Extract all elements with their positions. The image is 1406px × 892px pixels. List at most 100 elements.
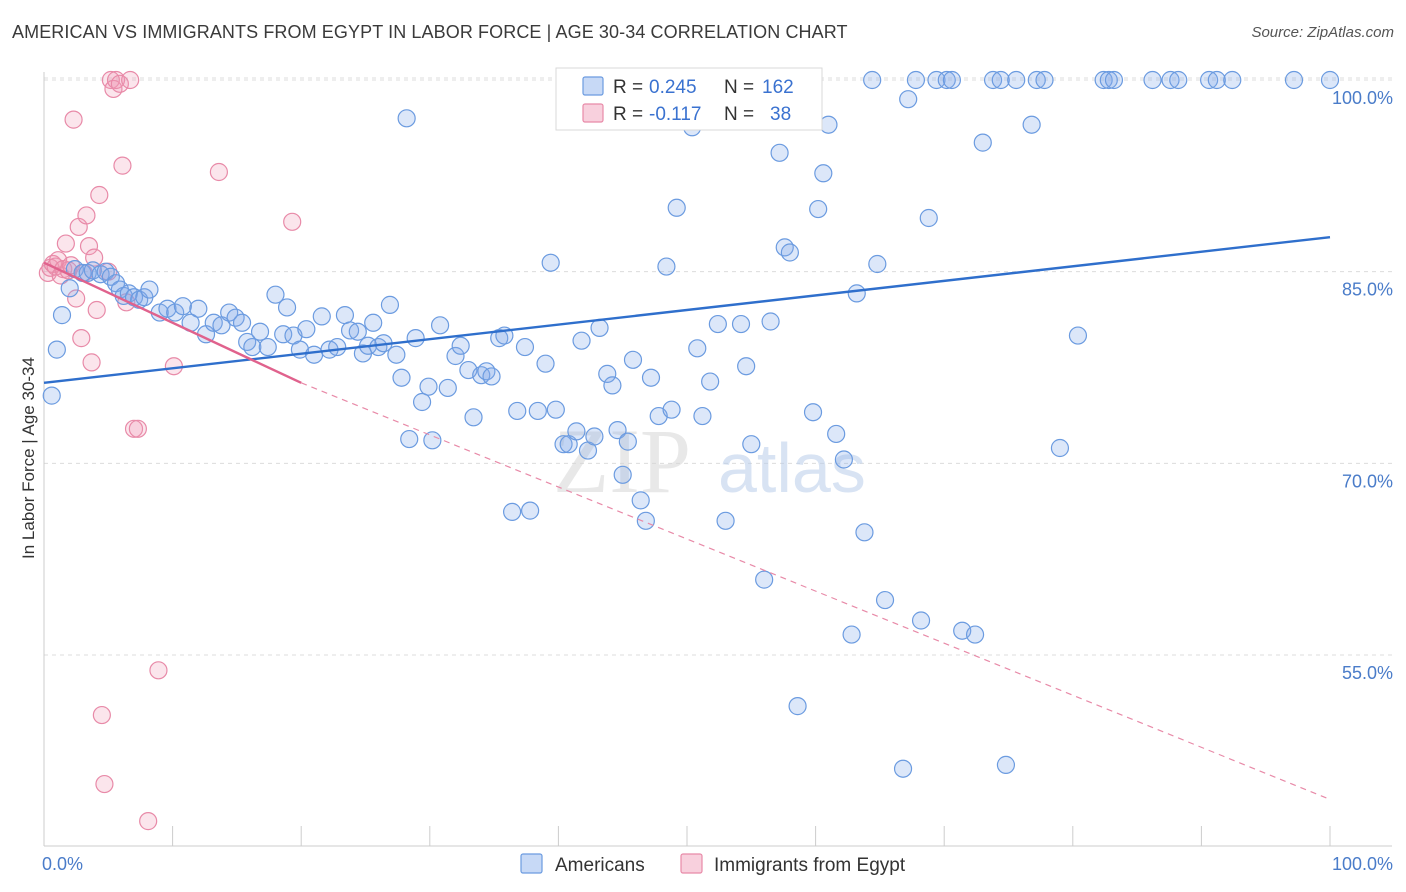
gridlines — [44, 77, 1392, 656]
americans-point-121 — [819, 115, 838, 134]
y-tick-label-55: 55.0% — [1342, 663, 1393, 683]
americans-point-64 — [451, 336, 470, 355]
y-tick-labels: 55.0% 70.0% 85.0% 100.0% — [1332, 88, 1393, 683]
americans-point-125 — [847, 284, 866, 303]
americans-point-77 — [536, 354, 555, 373]
y-tick-label-70: 70.0% — [1342, 471, 1393, 491]
americans-trend-line — [43, 235, 1331, 385]
americans-point-59 — [419, 377, 438, 396]
egypt-point-28 — [113, 156, 132, 175]
egypt-trend-line — [43, 261, 302, 384]
americans-point-87 — [598, 364, 617, 383]
americans-point-156 — [1200, 70, 1219, 90]
americans-point-116 — [788, 697, 807, 716]
egypt-point-21 — [92, 705, 111, 725]
americans-point-120 — [814, 164, 833, 183]
americans-point-50 — [364, 313, 383, 332]
americans-point-3 — [60, 279, 79, 298]
legend-label-egypt: Immigrants from Egypt — [714, 855, 906, 876]
source-label: Source: ZipAtlas.com — [1251, 24, 1394, 41]
egypt-point-7 — [56, 234, 75, 253]
egypt-point-31 — [124, 419, 144, 438]
americans-point-34 — [258, 337, 277, 357]
egypt-point-15 — [77, 206, 96, 225]
y-axis-label: In Labor Force | Age 30-34 — [19, 357, 38, 559]
egypt-point-16 — [79, 237, 99, 256]
egypt-point-33 — [139, 812, 158, 831]
americans-point-132 — [906, 70, 926, 90]
egypt-point-13 — [72, 329, 91, 348]
stats-n-label-americans: N = — [724, 77, 754, 98]
stats-r-label-egypt: R = — [613, 104, 643, 125]
americans-point-70 — [490, 329, 509, 348]
americans-point-136 — [937, 70, 956, 90]
americans-point-126 — [855, 523, 874, 542]
americans-point-106 — [716, 511, 735, 530]
americans-point-148 — [1050, 438, 1070, 458]
stats-n-label-egypt: N = — [724, 104, 754, 125]
stats-n-value-egypt: 38 — [770, 104, 791, 125]
egypt-trend-extension — [300, 382, 1331, 800]
americans-point-99 — [667, 198, 686, 217]
americans-point-131 — [899, 90, 918, 109]
americans-point-160 — [1320, 70, 1340, 90]
americans-point-85 — [585, 427, 604, 446]
americans-point-33 — [250, 322, 270, 341]
stats-legend-swatch-egypt — [582, 103, 604, 123]
egypt-point-10 — [64, 110, 83, 129]
americans-point-111 — [755, 570, 774, 589]
stats-n-value-americans: 162 — [762, 77, 794, 98]
americans-point-91 — [618, 432, 637, 451]
americans-point-102 — [688, 339, 707, 358]
americans-point-104 — [701, 372, 720, 391]
americans-point-69 — [482, 367, 501, 386]
x-tick-label-min: 0.0% — [42, 854, 83, 874]
americans-point-83 — [572, 331, 591, 350]
americans-point-154 — [1161, 70, 1180, 90]
americans-point-113 — [770, 143, 789, 162]
americans-point-139 — [965, 625, 985, 644]
americans-point-144 — [1007, 70, 1026, 90]
americans-point-72 — [503, 502, 522, 521]
americans-point-2 — [52, 306, 72, 325]
egypt-point-27 — [110, 74, 129, 93]
americans-point-147 — [1035, 70, 1054, 90]
americans-point-58 — [412, 392, 432, 412]
egypt-points — [38, 70, 302, 831]
americans-point-149 — [1068, 326, 1088, 345]
americans-point-130 — [893, 759, 913, 778]
americans-point-66 — [464, 408, 483, 427]
americans-point-150 — [1094, 70, 1113, 90]
americans-point-62 — [438, 378, 457, 398]
americans-point-40 — [297, 320, 316, 339]
americans-point-41 — [304, 345, 324, 364]
americans-point-115 — [780, 243, 799, 262]
americans-point-146 — [1027, 70, 1046, 90]
americans-point-140 — [973, 133, 992, 152]
americans-point-119 — [809, 199, 828, 219]
americans-point-18 — [140, 280, 159, 299]
americans-point-145 — [1022, 115, 1041, 134]
legend-swatch-americans — [520, 853, 543, 874]
egypt-point-32 — [128, 419, 147, 438]
x-tick-marks — [43, 826, 1331, 846]
americans-point-78 — [541, 253, 560, 272]
americans-point-142 — [991, 70, 1010, 90]
americans-point-46 — [340, 321, 360, 340]
americans-point-118 — [803, 403, 823, 422]
americans-point-31 — [238, 332, 257, 352]
americans-point-45 — [335, 306, 355, 325]
legend-label-americans: Americans — [555, 855, 645, 876]
egypt-point-22 — [95, 774, 114, 794]
americans-point-86 — [590, 318, 609, 337]
americans-point-75 — [515, 337, 535, 357]
americans-point-47 — [348, 322, 367, 341]
chart-title: AMERICAN VS IMMIGRANTS FROM EGYPT IN LAB… — [12, 22, 848, 42]
americans-point-152 — [1104, 70, 1124, 90]
americans-point-123 — [834, 450, 853, 469]
egypt-point-35 — [164, 357, 183, 376]
americans-point-37 — [277, 298, 297, 317]
americans-point-122 — [827, 424, 846, 444]
americans-point-151 — [1099, 70, 1118, 90]
x-tick-label-max: 100.0% — [1332, 854, 1393, 874]
